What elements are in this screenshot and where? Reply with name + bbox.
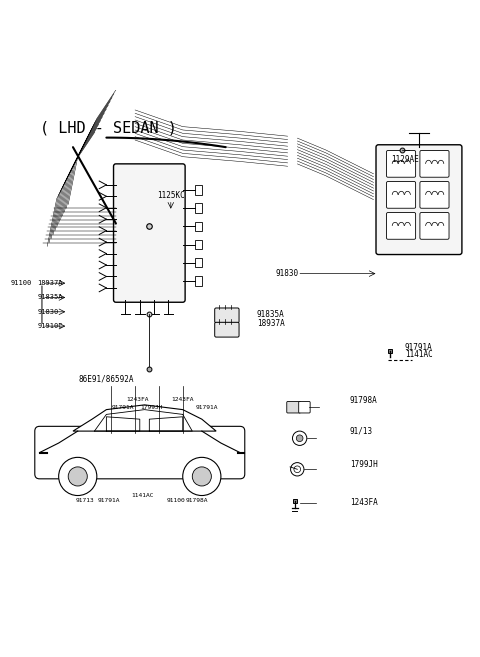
Text: 18937A: 18937A: [37, 280, 63, 286]
Text: 1125KC: 1125KC: [157, 191, 185, 200]
FancyBboxPatch shape: [299, 401, 310, 413]
Text: 91835A: 91835A: [257, 309, 285, 319]
Text: 91910C: 91910C: [37, 323, 63, 329]
Circle shape: [294, 466, 300, 472]
FancyBboxPatch shape: [386, 150, 416, 177]
Bar: [195, 258, 202, 267]
Text: 91830: 91830: [276, 269, 299, 278]
FancyBboxPatch shape: [114, 164, 185, 302]
Text: 1141AC: 1141AC: [405, 350, 432, 359]
Text: 1243FA: 1243FA: [126, 397, 149, 403]
Text: 1799JH: 1799JH: [141, 405, 163, 409]
Text: 91791A: 91791A: [405, 343, 432, 352]
Text: 91791A: 91791A: [112, 405, 134, 409]
Text: 86E91/86592A: 86E91/86592A: [79, 374, 134, 384]
Text: 1129AE: 1129AE: [391, 155, 419, 164]
Bar: [195, 276, 202, 286]
Text: 1799JH: 1799JH: [350, 460, 377, 469]
Text: 91100: 91100: [166, 498, 185, 503]
Polygon shape: [73, 405, 216, 431]
Text: 1243FA: 1243FA: [171, 397, 194, 403]
Text: ( LHD - SEDAN ): ( LHD - SEDAN ): [39, 121, 177, 136]
Text: 91798A: 91798A: [350, 396, 377, 405]
FancyBboxPatch shape: [386, 212, 416, 239]
Text: 91791A: 91791A: [97, 498, 120, 503]
Circle shape: [68, 467, 87, 486]
FancyBboxPatch shape: [35, 426, 245, 479]
Circle shape: [59, 457, 97, 495]
Bar: [195, 185, 202, 195]
Text: 91830: 91830: [37, 309, 59, 315]
Text: 91/13: 91/13: [350, 426, 373, 436]
Text: 91100: 91100: [11, 280, 32, 286]
Text: 91791A: 91791A: [195, 405, 218, 409]
FancyBboxPatch shape: [287, 401, 300, 413]
Bar: [195, 204, 202, 213]
FancyBboxPatch shape: [420, 181, 449, 208]
FancyBboxPatch shape: [420, 150, 449, 177]
FancyBboxPatch shape: [420, 212, 449, 239]
Circle shape: [192, 467, 211, 486]
FancyBboxPatch shape: [215, 323, 239, 337]
Text: 1243FA: 1243FA: [350, 498, 377, 507]
Circle shape: [290, 463, 304, 476]
FancyBboxPatch shape: [215, 308, 239, 323]
Text: 1141AC: 1141AC: [131, 493, 154, 498]
Text: 91798A: 91798A: [186, 498, 208, 503]
Circle shape: [183, 457, 221, 495]
Text: 18937A: 18937A: [257, 319, 285, 328]
Text: 91835A: 91835A: [37, 294, 63, 300]
FancyBboxPatch shape: [376, 145, 462, 254]
Circle shape: [292, 431, 307, 445]
Text: 91713: 91713: [75, 498, 94, 503]
FancyBboxPatch shape: [386, 181, 416, 208]
Bar: [195, 221, 202, 231]
Bar: [195, 240, 202, 249]
Circle shape: [296, 435, 303, 442]
